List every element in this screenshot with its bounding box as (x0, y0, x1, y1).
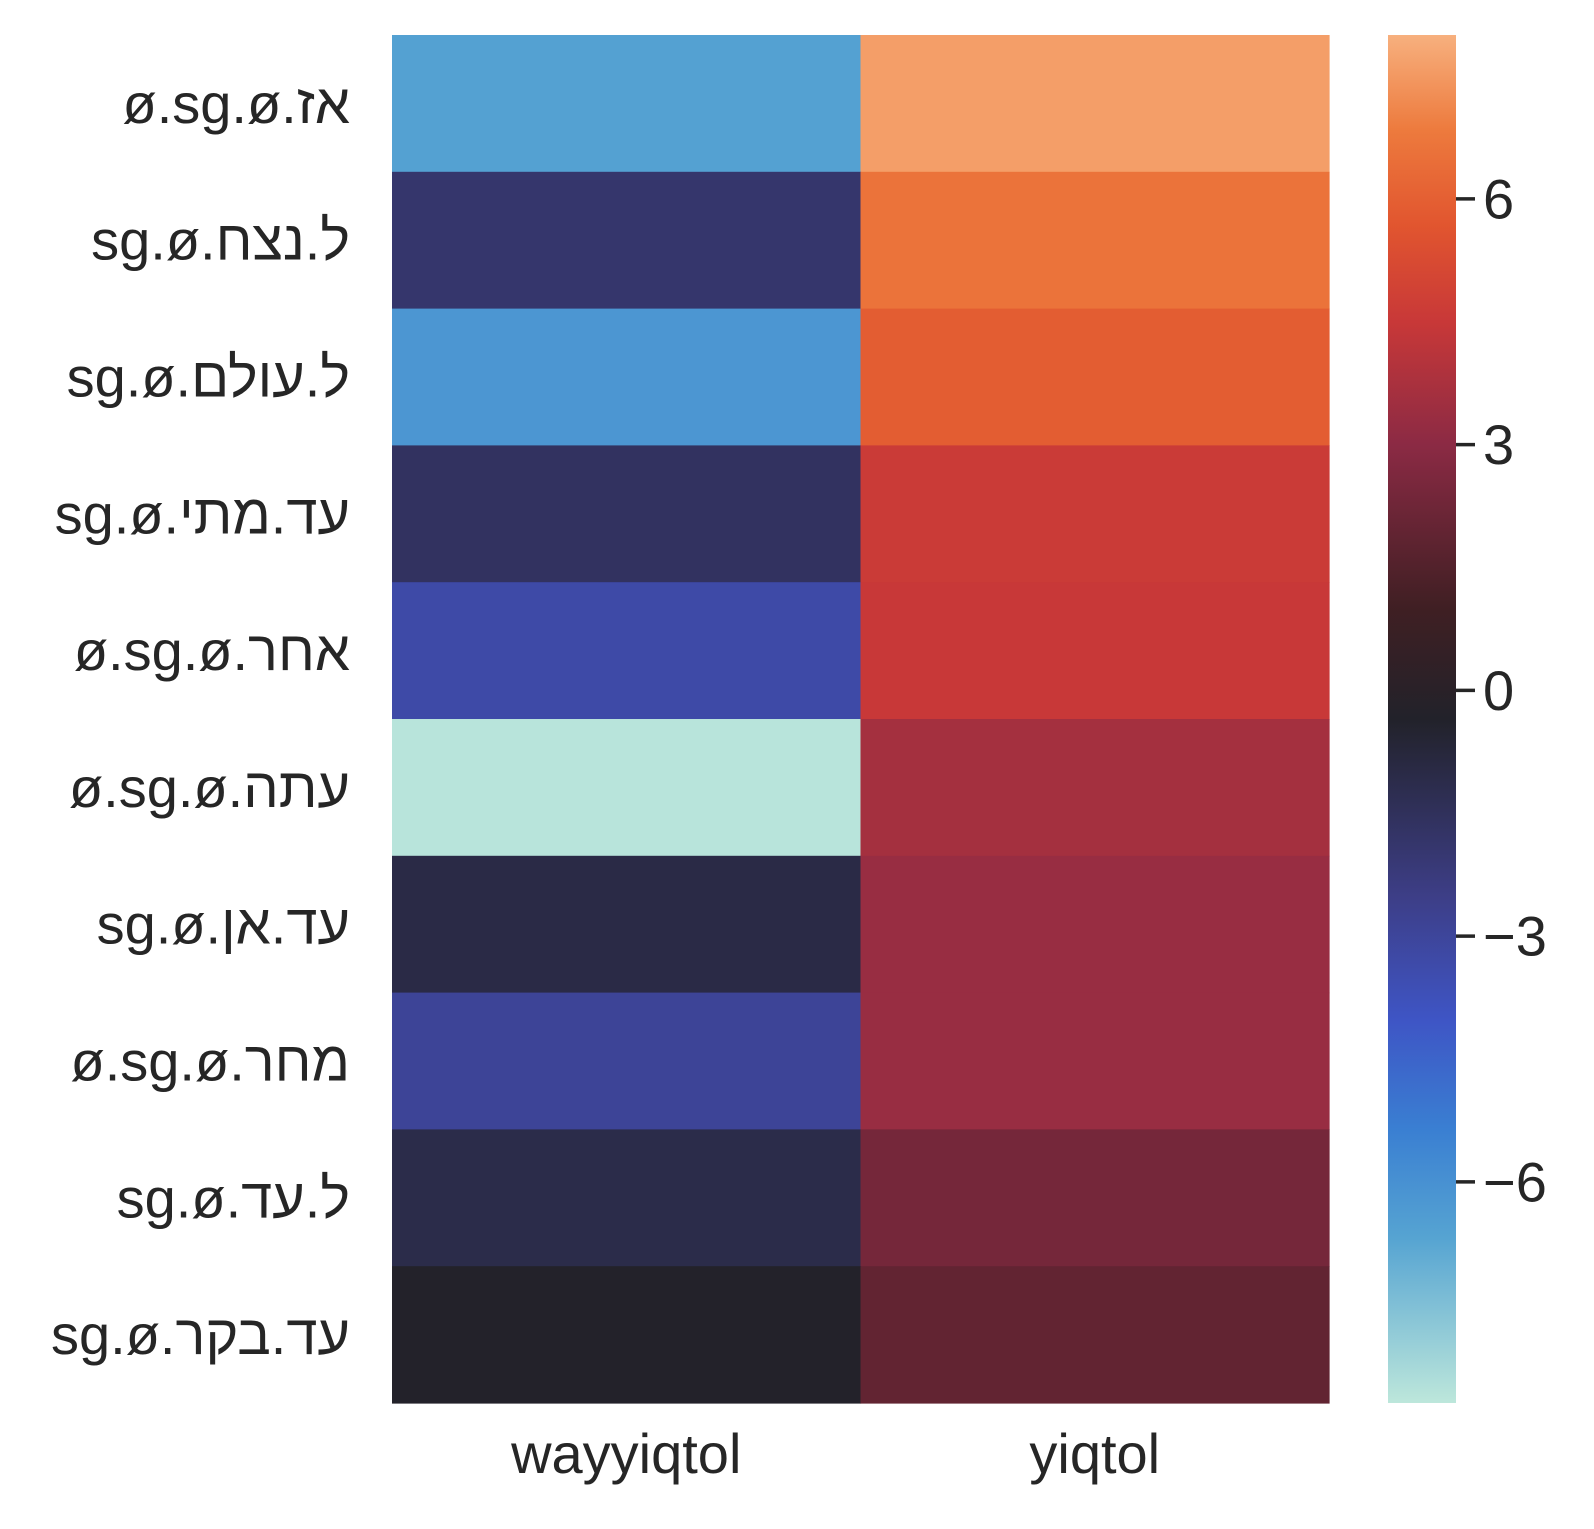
heatmap-cell (860, 992, 1330, 1130)
y-tick-labels: אז.ø.sg.ø ל.נצח.sg.ø ל.עולם.sg.ø עד.מתי.sg.… (51, 72, 350, 1366)
y-tick-label: עד.מתי.sg.ø (55, 482, 350, 545)
y-tick-label: ל.עולם.sg.ø (67, 346, 350, 409)
y-tick-label: עתה.ø.sg.ø (69, 756, 350, 819)
heatmap-cell (392, 582, 862, 720)
heatmap-cell (392, 855, 862, 994)
x-tick-label: yiqtol (1029, 1422, 1160, 1485)
heatmap-cell (860, 35, 1330, 173)
heatmap-cell (860, 1266, 1330, 1404)
heatmap-cells (392, 35, 1330, 1404)
heatmap-cell (392, 35, 862, 173)
heatmap-cell (392, 992, 862, 1130)
colorbar-tick-label: 3 (1483, 413, 1514, 476)
x-tick-label: wayyiqtol (510, 1422, 741, 1485)
heatmap-cell (860, 582, 1330, 720)
y-tick-label: ל.עד.sg.ø (117, 1166, 350, 1229)
heatmap-cell (860, 855, 1330, 994)
heatmap-cell (392, 719, 862, 857)
colorbar-tick-label: 0 (1483, 659, 1514, 722)
heatmap-cell (860, 445, 1330, 583)
y-tick-label: עד.בקר.sg.ø (51, 1303, 350, 1366)
colorbar-tick-label: −3 (1483, 905, 1547, 968)
colorbar-tick-label: 6 (1483, 167, 1514, 230)
heatmap-cell (860, 719, 1330, 857)
y-tick-label: ל.נצח.sg.ø (91, 209, 350, 272)
x-tick-labels: wayyiqtol yiqtol (510, 1422, 1160, 1485)
y-tick-label: עד.אן.sg.ø (97, 893, 350, 956)
heatmap-cell (860, 308, 1330, 446)
heatmap-cell (860, 1129, 1330, 1267)
heatmap-cell (392, 1266, 862, 1404)
y-tick-label: מחר.ø.sg.ø (71, 1030, 351, 1093)
heatmap-cell (392, 1129, 862, 1267)
y-tick-label: אז.ø.sg.ø (122, 72, 350, 135)
heatmap-cell (392, 445, 862, 583)
colorbar-ticks: 6 3 0 −3 −6 (1456, 167, 1547, 1213)
heatmap-cell (392, 308, 862, 446)
colorbar (1388, 35, 1456, 1403)
colorbar-tick-label: −6 (1483, 1150, 1547, 1213)
y-tick-label: אחר.ø.sg.ø (74, 619, 350, 682)
heatmap-cell (392, 171, 862, 310)
heatmap-cell (860, 171, 1330, 310)
